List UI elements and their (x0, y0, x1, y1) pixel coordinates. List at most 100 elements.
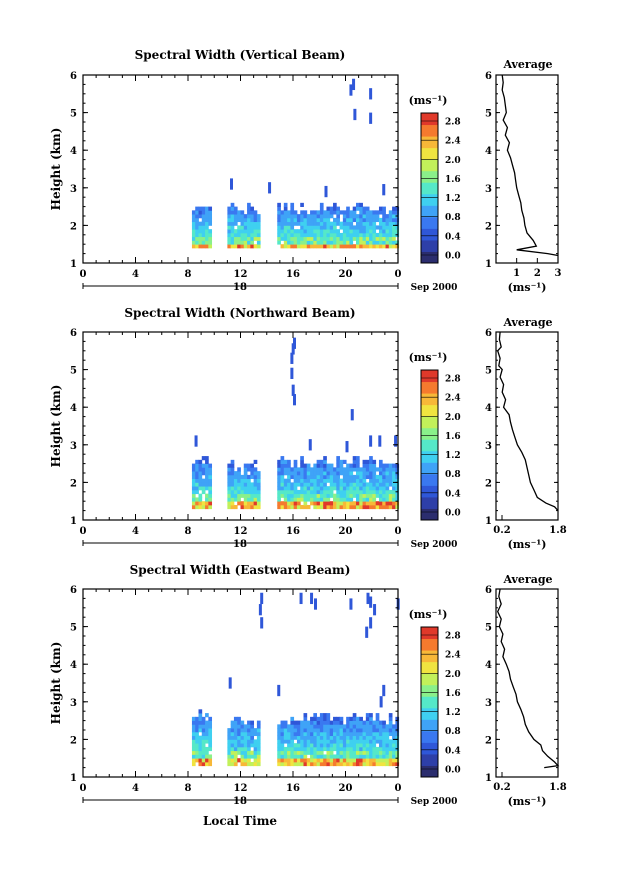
heatmap-cell (395, 504, 400, 510)
heatmap-cell (191, 720, 196, 725)
heatmap-cell (243, 240, 248, 245)
heatmap-cell (243, 743, 248, 748)
heatmap-cell (201, 236, 206, 241)
heatmap-cell (247, 746, 251, 752)
heatmap-cell (306, 225, 311, 230)
heatmap-cell (247, 731, 251, 737)
heatmap-cell (388, 471, 393, 476)
heatmap-cell (303, 467, 308, 472)
colorbar: 0.00.40.81.21.62.02.42.8 (420, 626, 461, 778)
y-tick-label: 5 (70, 109, 77, 120)
heatmap-cell (237, 471, 241, 476)
heatmap-cell (359, 724, 363, 729)
heatmap-cell (205, 731, 209, 737)
heatmap-cell (369, 746, 373, 752)
colorbar-swatch (421, 113, 438, 126)
heatmap-cell (319, 206, 324, 211)
heatmap-cell (195, 746, 199, 752)
heatmap-cell (385, 240, 390, 245)
heatmap-cell (208, 232, 213, 238)
heatmap-cell (346, 504, 350, 510)
heatmap-cell (339, 482, 344, 487)
heatmap-cell (233, 758, 238, 763)
heatmap-cell (333, 229, 337, 234)
heatmap-cell (359, 229, 363, 234)
heatmap-cell (283, 202, 288, 207)
heatmap-cell (359, 240, 363, 245)
heatmap-cell (346, 482, 350, 487)
heatmap-cell (205, 214, 209, 219)
heatmap-cell (356, 486, 360, 491)
heatmap-cell (369, 225, 373, 230)
heatmap-cell (191, 489, 196, 495)
heatmap-cell (323, 236, 327, 241)
scatter-echo (291, 384, 295, 396)
heatmap-cell (378, 463, 383, 468)
x-tick-label: 0 (80, 783, 87, 794)
heatmap-cell (392, 221, 396, 226)
heatmap-cell (378, 489, 383, 495)
heatmap-cell (382, 225, 386, 230)
heatmap-cell (233, 743, 238, 748)
heatmap-cell (356, 236, 360, 241)
heatmap-cell (385, 761, 390, 767)
heatmap-cell (378, 474, 383, 480)
scatter-echo (260, 617, 264, 629)
heatmap-cell (352, 463, 357, 468)
colorbar-swatch (421, 508, 438, 521)
colorbar-swatch (421, 496, 438, 509)
colorbar-frame (420, 369, 439, 521)
heatmap-cell (346, 761, 350, 767)
heatmap-cell (352, 728, 357, 733)
heatmap-cell (280, 478, 285, 483)
heatmap-cell (237, 229, 241, 234)
heatmap-cell (277, 463, 281, 468)
heatmap-cell (191, 471, 196, 476)
heatmap-cell (237, 739, 241, 744)
heatmap-cell (388, 758, 393, 763)
heatmap-cell (342, 754, 347, 759)
heatmap-cell (316, 459, 321, 464)
heatmap-cell (362, 761, 367, 767)
heatmap-cell (290, 467, 295, 472)
heatmap-cell (303, 225, 308, 230)
x-tick-label: 0 (395, 526, 402, 537)
heatmap-cell (243, 493, 248, 498)
heatmap-cell (243, 244, 248, 249)
colorbar-swatch (421, 427, 438, 440)
heatmap-cell (230, 758, 235, 763)
heatmap-cell (205, 459, 209, 464)
heatmap-cell (310, 724, 314, 729)
heatmap-cell (356, 459, 360, 464)
heatmap-cell (198, 758, 203, 763)
heatmap-cell (323, 244, 327, 249)
heatmap-cell (372, 735, 377, 740)
heatmap-cell (329, 724, 334, 729)
heatmap-cell (201, 217, 206, 223)
heatmap-cell (195, 214, 199, 219)
heatmap-cell (326, 493, 331, 498)
heatmap-cell (392, 463, 396, 468)
heatmap-cell (277, 761, 281, 767)
heatmap-cell (195, 743, 199, 748)
heatmap-cell (316, 761, 321, 767)
heatmap-cell (296, 214, 301, 219)
heatmap-cell (336, 720, 340, 725)
heatmap-cell (395, 735, 400, 740)
x-tick-label: 16 (286, 269, 300, 280)
heatmap-cell (280, 459, 285, 464)
heatmap-cell (356, 728, 360, 733)
heatmap-cell (319, 501, 324, 506)
heatmap-cell (375, 489, 380, 495)
heatmap-cell (280, 474, 285, 480)
heatmap-cell (253, 459, 258, 464)
heatmap-cell (237, 478, 241, 483)
heatmap-cell (283, 731, 288, 737)
heatmap-cell (208, 240, 213, 245)
heatmap-cell (277, 728, 281, 733)
heatmap-cell (365, 217, 370, 223)
colorbar-tick-label: 1.6 (445, 175, 461, 185)
heatmap-cell (369, 743, 373, 748)
heatmap-cell (382, 758, 386, 763)
